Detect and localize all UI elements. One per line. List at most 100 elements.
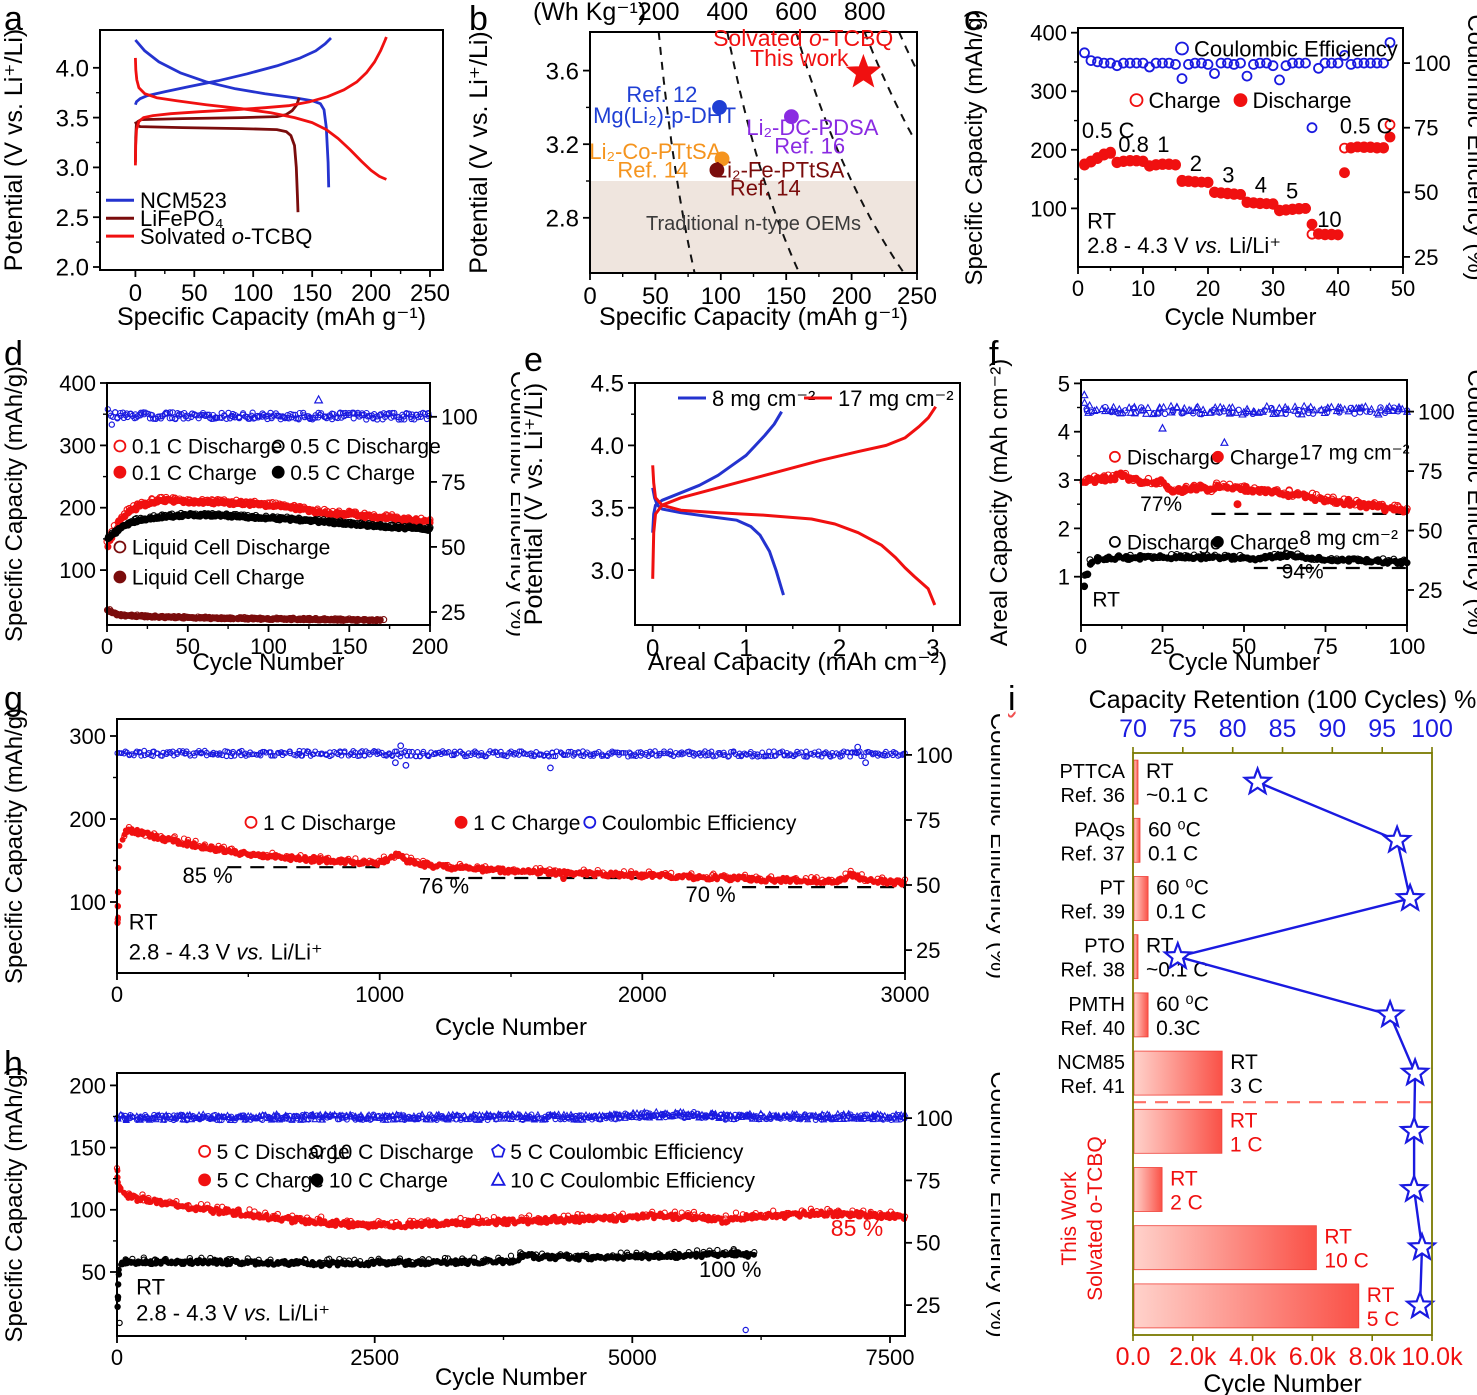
svg-text:300: 300 (59, 433, 96, 458)
svg-text:8 mg cm⁻²: 8 mg cm⁻² (1299, 527, 1398, 550)
svg-text:Ref. 41: Ref. 41 (1061, 1076, 1125, 1098)
svg-text:Areal Capacity (mAh cm⁻²): Areal Capacity (mAh cm⁻²) (648, 648, 947, 676)
svg-text:50: 50 (1232, 634, 1256, 659)
svg-text:100: 100 (59, 558, 96, 583)
svg-text:2.0k: 2.0k (1169, 1343, 1217, 1371)
svg-text:RT: RT (136, 1274, 165, 1299)
svg-text:76 %: 76 % (419, 874, 469, 899)
svg-text:Specific Capacity (mAh/g): Specific Capacity (mAh/g) (1, 366, 28, 642)
svg-text:75: 75 (1418, 459, 1442, 484)
svg-text:400: 400 (59, 371, 96, 396)
svg-text:Specific Capacity (mAh/g): Specific Capacity (mAh/g) (961, 9, 988, 285)
svg-text:70 %: 70 % (686, 882, 736, 907)
svg-text:Specific Capacity (mAh/g): Specific Capacity (mAh/g) (1, 708, 28, 984)
svg-text:1: 1 (1157, 132, 1169, 157)
svg-text:Coulombic Efficiency (%): Coulombic Efficiency (%) (1462, 369, 1477, 635)
svg-text:4.5: 4.5 (591, 371, 624, 398)
svg-text:3.5: 3.5 (56, 105, 89, 132)
svg-text:30: 30 (1261, 276, 1285, 301)
svg-text:2500: 2500 (350, 1345, 399, 1370)
svg-text:0: 0 (1075, 634, 1087, 659)
svg-text:1: 1 (739, 635, 752, 662)
panel-b-label: b (469, 0, 488, 38)
svg-text:2.0: 2.0 (56, 255, 89, 282)
svg-text:10 C: 10 C (1324, 1250, 1368, 1273)
svg-text:85 %: 85 % (183, 863, 233, 888)
svg-text:LiFePO₄: LiFePO₄ (140, 206, 224, 231)
svg-text:Cycle Number: Cycle Number (435, 1364, 587, 1391)
svg-text:3 C: 3 C (1230, 1075, 1263, 1098)
svg-text:10 C Discharge: 10 C Discharge (329, 1141, 474, 1164)
svg-text:200: 200 (351, 280, 391, 307)
svg-text:100: 100 (916, 743, 953, 768)
svg-text:Discharge: Discharge (1127, 531, 1222, 554)
svg-text:Coulombic Efficiency: Coulombic Efficiency (602, 812, 797, 835)
svg-text:8.0k: 8.0k (1349, 1343, 1397, 1371)
svg-text:2.5: 2.5 (56, 205, 89, 232)
svg-text:0.1 C Charge: 0.1 C Charge (132, 462, 257, 485)
panel-h: h 0 2500 5000 7500 50 100 150 200 25 50 75 100 Cycle… (0, 1045, 1000, 1395)
svg-text:Ref. 38: Ref. 38 (1061, 960, 1125, 982)
svg-text:50: 50 (441, 535, 465, 560)
svg-text:100: 100 (916, 1106, 953, 1131)
svg-text:50: 50 (916, 1231, 940, 1256)
svg-text:Ref. 12: Ref. 12 (626, 82, 697, 107)
svg-text:1 C Charge: 1 C Charge (473, 812, 580, 835)
svg-text:1: 1 (1058, 565, 1070, 590)
svg-text:Potential (V vs. Li⁺/Li): Potential (V vs. Li⁺/Li) (0, 29, 28, 271)
svg-text:Liquid Cell Discharge: Liquid Cell Discharge (132, 537, 330, 560)
svg-text:75: 75 (1169, 715, 1197, 743)
svg-text:250: 250 (410, 280, 450, 307)
svg-text:0.1 C: 0.1 C (1148, 842, 1198, 865)
svg-text:250: 250 (897, 283, 937, 310)
svg-text:150: 150 (69, 1136, 106, 1161)
svg-text:20: 20 (1196, 276, 1220, 301)
svg-text:60 ⁰C: 60 ⁰C (1148, 818, 1201, 841)
svg-text:Ref. 40: Ref. 40 (1061, 1018, 1125, 1040)
panel-i: i PTTCA Ref. 36 RT ~0.1 C PAQs Ref. 37 60 ⁰C 0.… (1000, 680, 1477, 1395)
svg-text:100: 100 (1030, 196, 1067, 221)
svg-text:This work: This work (750, 45, 849, 71)
panel-c-label: c (964, 0, 981, 38)
svg-text:100: 100 (701, 283, 741, 310)
svg-text:RT: RT (1170, 1168, 1198, 1191)
svg-text:5: 5 (1058, 371, 1070, 396)
svg-text:Traditional n-type OEMs: Traditional n-type OEMs (646, 213, 861, 235)
svg-text:25: 25 (441, 600, 465, 625)
svg-text:2: 2 (1058, 516, 1070, 541)
svg-text:50: 50 (1418, 519, 1442, 544)
panel-i-label: i (1008, 680, 1016, 718)
svg-text:RT: RT (1087, 208, 1116, 233)
svg-text:80: 80 (1219, 715, 1247, 743)
svg-text:PMTH: PMTH (1068, 994, 1125, 1016)
panel-f-chart: 0 25 50 75 100 1 2 3 4 5 25 50 75 100 Cycle Number Area… (986, 359, 1477, 676)
svg-text:85 %: 85 % (831, 1215, 883, 1241)
svg-text:Coulombic Efficiency (%): Coulombic Efficiency (%) (985, 1071, 1000, 1337)
svg-text:200: 200 (638, 0, 680, 26)
svg-text:0: 0 (583, 283, 596, 310)
svg-text:150: 150 (766, 283, 806, 310)
svg-text:100: 100 (1411, 715, 1453, 743)
svg-text:Cycle Number: Cycle Number (435, 1014, 587, 1041)
svg-text:Specific Capacity (mAh g⁻¹): Specific Capacity (mAh g⁻¹) (599, 303, 908, 331)
svg-text:40: 40 (1326, 276, 1350, 301)
svg-text:400: 400 (706, 0, 748, 26)
panel-g: g 0 1000 2000 3000 100 200 300 25 50 75 100 Cycle N… (0, 680, 1000, 1045)
svg-text:4.0: 4.0 (591, 433, 624, 460)
svg-text:150: 150 (331, 634, 368, 659)
svg-text:100: 100 (250, 634, 287, 659)
svg-text:Ref. 36: Ref. 36 (1061, 785, 1125, 807)
svg-text:RT: RT (1367, 1284, 1395, 1307)
svg-text:2: 2 (1190, 151, 1202, 176)
svg-text:100: 100 (69, 1198, 106, 1223)
svg-text:Discharge: Discharge (1127, 446, 1222, 469)
svg-text:Ref. 37: Ref. 37 (1061, 843, 1125, 865)
svg-text:4.0k: 4.0k (1229, 1343, 1277, 1371)
svg-text:77%: 77% (1140, 493, 1182, 516)
svg-text:RT: RT (1230, 1109, 1258, 1132)
panel-g-label: g (4, 680, 23, 718)
svg-text:600: 600 (775, 0, 817, 26)
svg-text:50: 50 (916, 873, 940, 898)
